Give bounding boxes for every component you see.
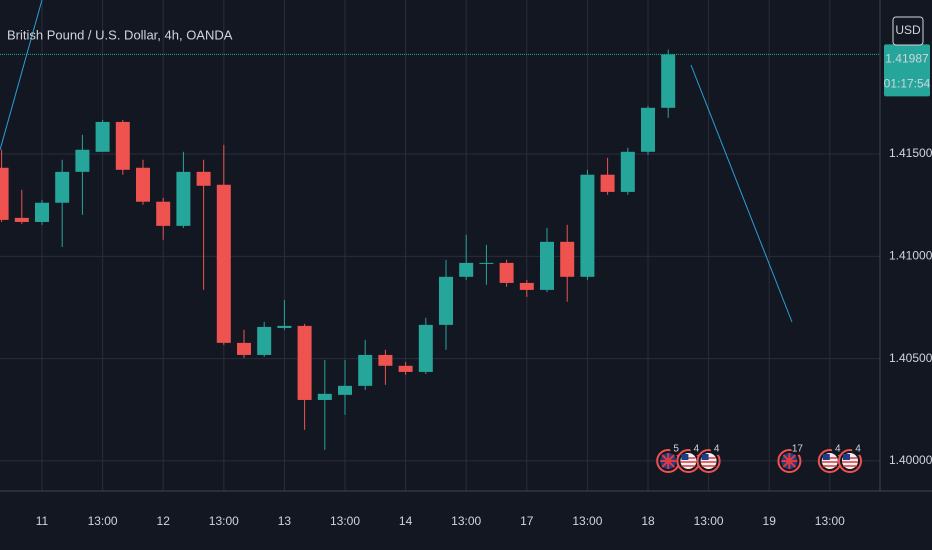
event-count[interactable]: 4 — [714, 444, 720, 455]
candle-body — [75, 149, 90, 172]
x-tick-label: 13:00 — [451, 514, 481, 528]
axes: 1.40000 1.40500 1.41000 1.41500 11 13:00 12 13:… — [36, 16, 932, 528]
currency-label[interactable]: USD — [895, 23, 921, 37]
candle-body — [14, 217, 29, 222]
candle-body — [176, 171, 191, 226]
x-tick-label: 13:00 — [330, 514, 360, 528]
candle-body — [237, 342, 251, 355]
candle-body — [560, 241, 575, 277]
event-badge[interactable] — [852, 443, 864, 455]
candle-body — [196, 171, 211, 186]
candle-body — [95, 121, 110, 152]
y-tick-label: 1.40500 — [889, 351, 932, 365]
candle-body — [580, 174, 595, 277]
candle-body — [297, 325, 312, 400]
currency-box[interactable] — [892, 16, 924, 46]
x-tick-label: 12 — [157, 514, 171, 528]
candle-body — [378, 354, 393, 366]
event-count[interactable]: 17 — [792, 444, 804, 455]
x-tick-label: 13:00 — [694, 514, 724, 528]
flag-us-canton[interactable] — [822, 454, 830, 460]
candle-body — [418, 324, 433, 372]
candle-body — [35, 202, 49, 222]
event-badge[interactable] — [710, 443, 723, 455]
candle-body — [499, 262, 514, 283]
candle-body — [277, 325, 292, 328]
candle-body — [398, 365, 413, 372]
candle-body — [156, 201, 171, 226]
grid — [0, 0, 880, 491]
candle-body — [540, 241, 554, 290]
flag-us-canton[interactable] — [681, 454, 689, 460]
candle-body — [661, 54, 676, 108]
flag-us-canton[interactable] — [701, 454, 709, 460]
events: 5 4 4 17 4 4 — [656, 443, 864, 473]
candle-body — [600, 174, 615, 192]
price-tag-countdown: 01:17:54 — [884, 77, 931, 91]
x-tick-label: 13:00 — [88, 514, 118, 528]
event-count[interactable]: 4 — [835, 444, 841, 455]
event-badge[interactable] — [831, 443, 844, 455]
candle-body — [0, 167, 9, 220]
candle-body — [620, 151, 635, 192]
candle-body — [216, 184, 231, 343]
price-tag-value: 1.41987 — [885, 52, 929, 66]
y-tick-label: 1.41500 — [889, 146, 932, 160]
event-count[interactable]: 4 — [855, 444, 861, 455]
y-tick-label: 1.40000 — [889, 453, 932, 467]
candle-body — [257, 326, 272, 355]
candle-body — [358, 354, 373, 386]
candle-body — [459, 262, 474, 277]
event-badge[interactable] — [791, 443, 804, 455]
event-badge[interactable] — [670, 443, 683, 455]
event-count[interactable]: 4 — [694, 444, 700, 455]
x-tick-label: 11 — [36, 514, 49, 528]
x-tick-label: 13:00 — [209, 514, 239, 528]
candle-body — [136, 167, 150, 202]
chart-title: British Pound / U.S. Dollar, 4h, OANDA — [7, 27, 233, 42]
candle-body — [479, 262, 494, 264]
event-count[interactable]: 5 — [673, 444, 679, 455]
candle-body — [519, 282, 534, 290]
candle-body — [317, 393, 332, 400]
x-tick-label: 18 — [641, 514, 655, 528]
event-badge[interactable] — [690, 443, 703, 455]
x-tick-label: 13:00 — [572, 514, 602, 528]
x-tick-label: 17 — [520, 514, 534, 528]
y-tick-label: 1.41000 — [889, 249, 932, 263]
x-tick-label: 13 — [278, 514, 292, 528]
price-tag — [884, 44, 930, 97]
trend-line — [690, 64, 793, 323]
x-tick-label: 13:00 — [815, 514, 845, 528]
candle-body — [338, 385, 352, 395]
flag-us-canton[interactable] — [843, 454, 850, 460]
x-tick-label: 19 — [763, 514, 777, 528]
candle-body — [55, 171, 70, 203]
candle-body — [439, 276, 453, 325]
candle-body — [115, 121, 130, 170]
flag-uk-cross[interactable] — [781, 453, 798, 469]
trend-line — [0, 0, 43, 151]
x-tick-label: 14 — [399, 514, 413, 528]
candle-body — [641, 107, 655, 152]
flag-uk-cross[interactable] — [660, 453, 677, 469]
candles — [0, 49, 880, 450]
